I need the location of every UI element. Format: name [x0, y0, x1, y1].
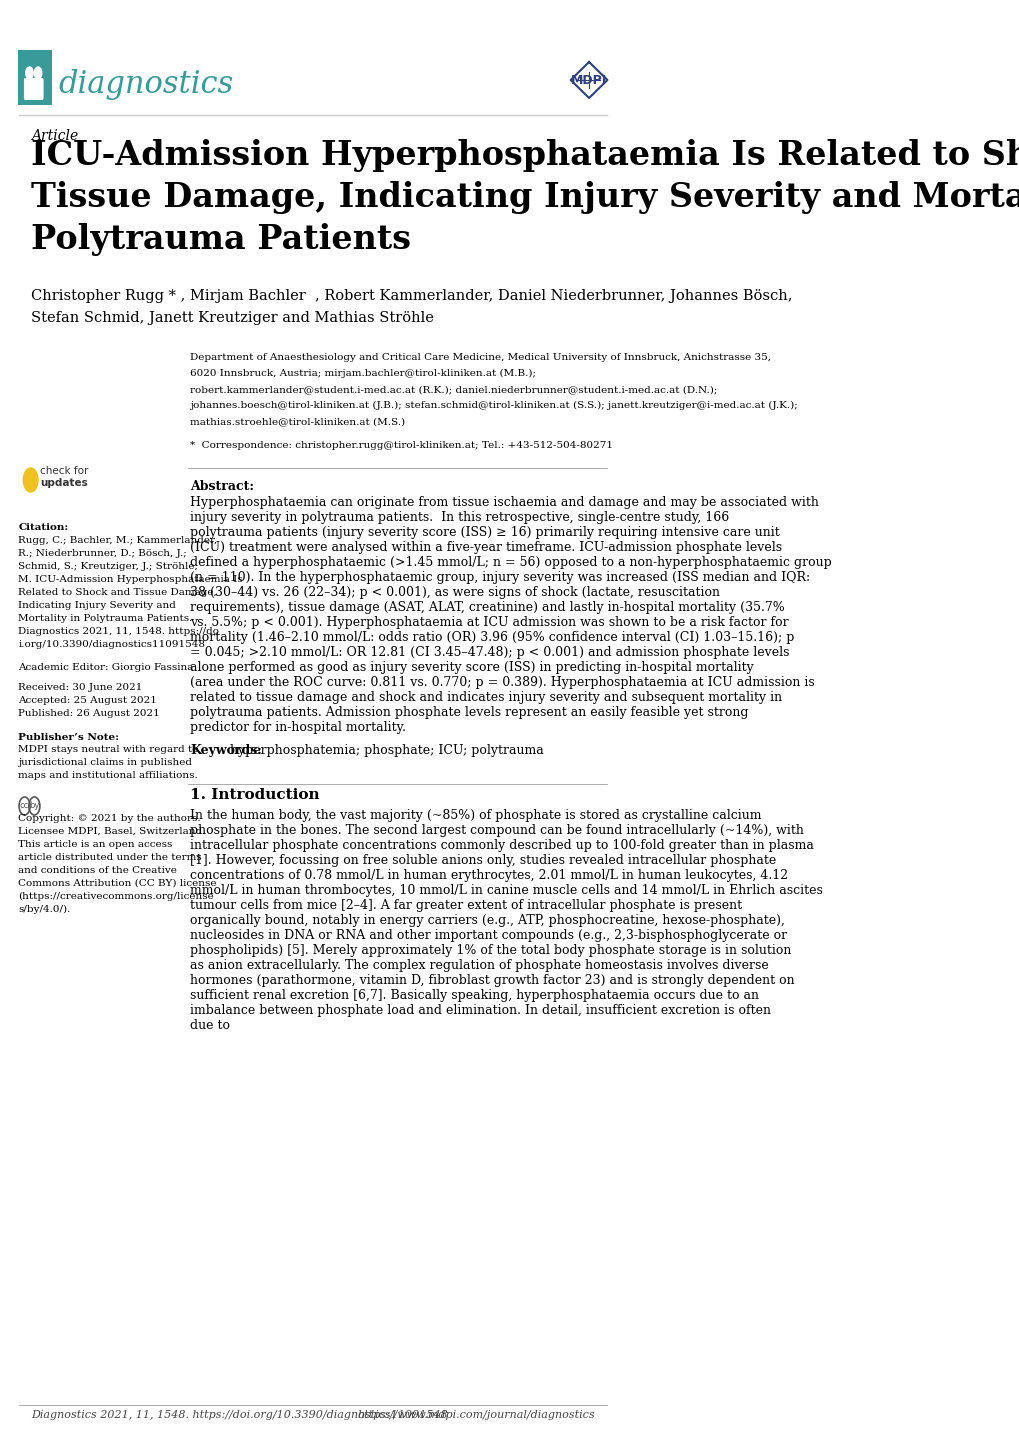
Text: Licensee MDPI, Basel, Switzerland.: Licensee MDPI, Basel, Switzerland.: [18, 828, 206, 836]
Text: defined a hyperphosphataemic (>1.45 mmol/L; n = 56) opposed to a non-hyperphosph: defined a hyperphosphataemic (>1.45 mmol…: [190, 557, 832, 570]
Text: Polytrauma Patients: Polytrauma Patients: [31, 224, 411, 257]
Text: *  Correspondence: christopher.rugg@tirol-kliniken.at; Tel.: +43-512-504-80271: * Correspondence: christopher.rugg@tirol…: [190, 441, 612, 450]
Text: Stefan Schmid, Janett Kreutziger and Mathias Ströhle: Stefan Schmid, Janett Kreutziger and Mat…: [31, 311, 442, 324]
Text: hyperphosphatemia; phosphate; ICU; polytrauma: hyperphosphatemia; phosphate; ICU; polyt…: [230, 744, 543, 757]
Text: sufficient renal excretion [6,7]. Basically speaking, hyperphosphataemia occurs : sufficient renal excretion [6,7]. Basica…: [190, 989, 758, 1002]
Text: mathias.stroehle@tirol-kliniken.at (M.S.): mathias.stroehle@tirol-kliniken.at (M.S.…: [190, 417, 405, 425]
Circle shape: [23, 469, 38, 492]
Text: mmol/L in human thrombocytes, 10 mmol/L in canine muscle cells and 14 mmol/L in : mmol/L in human thrombocytes, 10 mmol/L …: [190, 884, 822, 897]
Text: vs. 5.5%; p < 0.001). Hyperphosphataemia at ICU admission was shown to be a risk: vs. 5.5%; p < 0.001). Hyperphosphataemia…: [190, 616, 788, 629]
Text: ICU-Admission Hyperphosphataemia Is Related to Shock and: ICU-Admission Hyperphosphataemia Is Rela…: [31, 138, 1019, 172]
Text: (https://creativecommons.org/license: (https://creativecommons.org/license: [18, 891, 214, 901]
Text: cc: cc: [20, 802, 30, 810]
Text: Academic Editor: Giorgio Fassina: Academic Editor: Giorgio Fassina: [18, 663, 194, 672]
Text: Keywords:: Keywords:: [190, 744, 262, 757]
Text: requirements), tissue damage (ASAT, ALAT, creatinine) and lastly in-hospital mor: requirements), tissue damage (ASAT, ALAT…: [190, 601, 785, 614]
Text: related to tissue damage and shock and indicates injury severity and subsequent : related to tissue damage and shock and i…: [190, 691, 782, 704]
Text: and conditions of the Creative: and conditions of the Creative: [18, 867, 177, 875]
Text: alone performed as good as injury severity score (ISS) in predicting in-hospital: alone performed as good as injury severi…: [190, 660, 753, 673]
Text: MDPI: MDPI: [571, 74, 606, 87]
Text: (n = 110). In the hyperphosphataemic group, injury severity was increased (ISS m: (n = 110). In the hyperphosphataemic gro…: [190, 571, 809, 584]
Text: maps and institutional affiliations.: maps and institutional affiliations.: [18, 771, 198, 780]
Text: jurisdictional claims in published: jurisdictional claims in published: [18, 758, 193, 767]
Text: M. ICU-Admission Hyperphosphataemia Is: M. ICU-Admission Hyperphosphataemia Is: [18, 575, 243, 584]
FancyBboxPatch shape: [33, 78, 44, 99]
Text: MDPI stays neutral with regard to: MDPI stays neutral with regard to: [18, 746, 199, 754]
Text: [1]. However, focussing on free soluble anions only, studies revealed intracellu: [1]. However, focussing on free soluble …: [190, 854, 775, 867]
Text: updates: updates: [40, 477, 88, 487]
Text: Rugg, C.; Bachler, M.; Kammerlander,: Rugg, C.; Bachler, M.; Kammerlander,: [18, 536, 217, 545]
Text: R.; Niederbrunner, D.; Bösch, J.;: R.; Niederbrunner, D.; Bösch, J.;: [18, 549, 186, 558]
Text: by: by: [30, 802, 40, 810]
Text: intracellular phosphate concentrations commonly described up to 100-fold greater: intracellular phosphate concentrations c…: [190, 839, 813, 852]
Text: predictor for in-hospital mortality.: predictor for in-hospital mortality.: [190, 721, 406, 734]
Text: polytrauma patients (injury severity score (ISS) ≥ 16) primarily requiring inten: polytrauma patients (injury severity sco…: [190, 526, 780, 539]
Text: polytrauma patients. Admission phosphate levels represent an easily feasible yet: polytrauma patients. Admission phosphate…: [190, 707, 748, 720]
Text: Tissue Damage, Indicating Injury Severity and Mortality in: Tissue Damage, Indicating Injury Severit…: [31, 182, 1019, 213]
Text: Commons Attribution (CC BY) license: Commons Attribution (CC BY) license: [18, 880, 217, 888]
Text: Department of Anaesthesiology and Critical Care Medicine, Medical University of : Department of Anaesthesiology and Critic…: [190, 353, 770, 362]
Text: nucleosides in DNA or RNA and other important compounds (e.g., 2,3-bisphosphogly: nucleosides in DNA or RNA and other impo…: [190, 929, 787, 942]
Text: Indicating Injury Severity and: Indicating Injury Severity and: [18, 601, 176, 610]
Text: mortality (1.46–2.10 mmol/L: odds ratio (OR) 3.96 (95% confidence interval (CI) : mortality (1.46–2.10 mmol/L: odds ratio …: [190, 632, 794, 645]
Text: Published: 26 August 2021: Published: 26 August 2021: [18, 709, 160, 718]
Text: 1. Introduction: 1. Introduction: [190, 787, 320, 802]
Text: = 0.045; >2.10 mmol/L: OR 12.81 (CI 3.45–47.48); p < 0.001) and admission phosph: = 0.045; >2.10 mmol/L: OR 12.81 (CI 3.45…: [190, 646, 789, 659]
Text: Schmid, S.; Kreutziger, J.; Ströhle,: Schmid, S.; Kreutziger, J.; Ströhle,: [18, 562, 198, 571]
Text: phospholipids) [5]. Merely approximately 1% of the total body phosphate storage : phospholipids) [5]. Merely approximately…: [190, 945, 791, 957]
Text: phosphate in the bones. The second largest compound can be found intracellularly: phosphate in the bones. The second large…: [190, 823, 803, 836]
Text: article distributed under the terms: article distributed under the terms: [18, 854, 202, 862]
FancyBboxPatch shape: [23, 78, 35, 99]
Text: Hyperphosphataemia can originate from tissue ischaemia and damage and may be ass: Hyperphosphataemia can originate from ti…: [190, 496, 818, 509]
Text: 6020 Innsbruck, Austria; mirjam.bachler@tirol-kliniken.at (M.B.);: 6020 Innsbruck, Austria; mirjam.bachler@…: [190, 369, 536, 378]
Text: as anion extracellularly. The complex regulation of phosphate homeostasis involv: as anion extracellularly. The complex re…: [190, 959, 768, 972]
Text: johannes.boesch@tirol-kliniken.at (J.B.); stefan.schmid@tirol-kliniken.at (S.S.): johannes.boesch@tirol-kliniken.at (J.B.)…: [190, 401, 797, 410]
Text: concentrations of 0.78 mmol/L in human erythrocytes, 2.01 mmol/L in human leukoc: concentrations of 0.78 mmol/L in human e…: [190, 870, 788, 883]
Text: Accepted: 25 August 2021: Accepted: 25 August 2021: [18, 696, 157, 705]
Text: Mortality in Polytrauma Patients.: Mortality in Polytrauma Patients.: [18, 614, 193, 623]
Text: Christopher Rugg * , Mirjam Bachler  , Robert Kammerlander, Daniel Niederbrunner: Christopher Rugg * , Mirjam Bachler , Ro…: [31, 288, 792, 303]
Text: Article: Article: [31, 128, 77, 143]
Text: robert.kammerlander@student.i-med.ac.at (R.K.); daniel.niederbrunner@student.i-m: robert.kammerlander@student.i-med.ac.at …: [190, 385, 717, 394]
Text: tumour cells from mice [2–4]. A far greater extent of intracellular phosphate is: tumour cells from mice [2–4]. A far grea…: [190, 898, 742, 911]
Text: imbalance between phosphate load and elimination. In detail, insufficient excret: imbalance between phosphate load and eli…: [190, 1004, 770, 1017]
Text: (ICU) treatment were analysed within a five-year timeframe. ICU-admission phosph: (ICU) treatment were analysed within a f…: [190, 541, 782, 554]
Text: Citation:: Citation:: [18, 523, 68, 532]
FancyBboxPatch shape: [18, 50, 52, 105]
Circle shape: [35, 66, 42, 79]
Text: In the human body, the vast majority (~85%) of phosphate is stored as crystallin: In the human body, the vast majority (~8…: [190, 809, 761, 822]
Text: Diagnostics 2021, 11, 1548. https://do: Diagnostics 2021, 11, 1548. https://do: [18, 627, 219, 636]
Text: check for: check for: [40, 466, 89, 476]
Text: This article is an open access: This article is an open access: [18, 841, 172, 849]
Text: s/by/4.0/).: s/by/4.0/).: [18, 906, 70, 914]
Circle shape: [25, 66, 33, 79]
Text: diagnostics: diagnostics: [58, 69, 233, 101]
Text: i.org/10.3390/diagnostics11091548: i.org/10.3390/diagnostics11091548: [18, 640, 205, 649]
Text: Publisher’s Note:: Publisher’s Note:: [18, 733, 119, 743]
Text: https://www.mdpi.com/journal/diagnostics: https://www.mdpi.com/journal/diagnostics: [358, 1410, 595, 1420]
Text: Abstract:: Abstract:: [190, 480, 254, 493]
Text: Related to Shock and Tissue Damage,: Related to Shock and Tissue Damage,: [18, 588, 217, 597]
Text: organically bound, notably in energy carriers (e.g., ATP, phosphocreatine, hexos: organically bound, notably in energy car…: [190, 914, 785, 927]
Text: injury severity in polytrauma patients.  In this retrospective, single-centre st: injury severity in polytrauma patients. …: [190, 510, 729, 523]
Text: hormones (parathormone, vitamin D, fibroblast growth factor 23) and is strongly : hormones (parathormone, vitamin D, fibro…: [190, 973, 794, 986]
Text: ✓: ✓: [24, 473, 37, 487]
Text: due to: due to: [190, 1019, 230, 1032]
Text: Received: 30 June 2021: Received: 30 June 2021: [18, 684, 143, 692]
Text: Copyright: © 2021 by the authors.: Copyright: © 2021 by the authors.: [18, 813, 201, 823]
Text: Diagnostics 2021, 11, 1548. https://doi.org/10.3390/diagnostics11091548: Diagnostics 2021, 11, 1548. https://doi.…: [31, 1410, 447, 1420]
Text: 38 (30–44) vs. 26 (22–34); p < 0.001), as were signs of shock (lactate, resuscit: 38 (30–44) vs. 26 (22–34); p < 0.001), a…: [190, 585, 719, 598]
Text: (area under the ROC curve: 0.811 vs. 0.770; p = 0.389). Hyperphosphataemia at IC: (area under the ROC curve: 0.811 vs. 0.7…: [190, 676, 814, 689]
